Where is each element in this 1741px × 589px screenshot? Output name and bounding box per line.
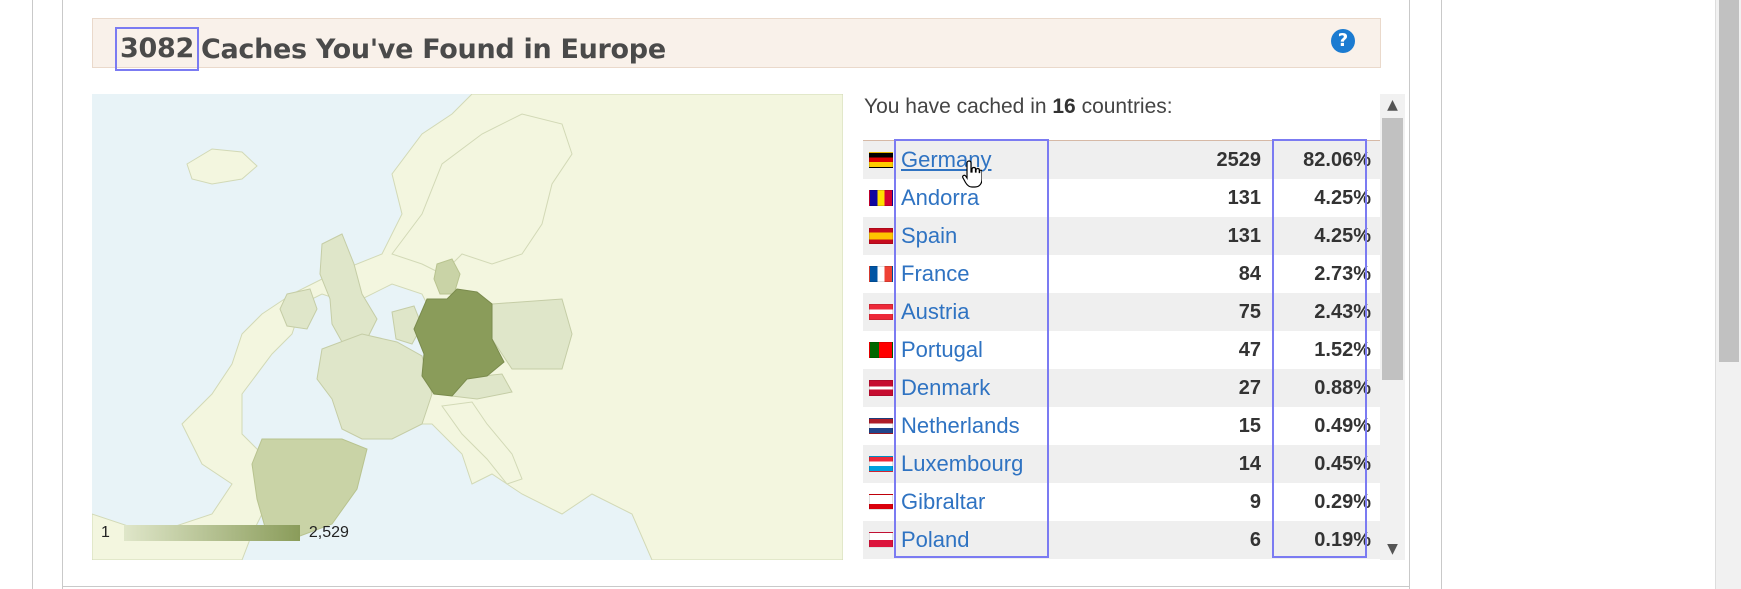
flag-nl-icon	[869, 418, 893, 434]
country-link[interactable]: Portugal	[901, 337, 983, 362]
table-row: Spain 131 4.25%	[863, 217, 1380, 255]
country-percent: 1.52%	[1314, 338, 1371, 361]
country-percent: 0.45%	[1314, 452, 1371, 475]
country-link[interactable]: Germany	[901, 147, 992, 172]
section-header: 3082 Caches You've Found in Europe ?	[92, 18, 1381, 71]
country-percent: 0.49%	[1314, 414, 1371, 437]
country-link[interactable]: France	[901, 261, 970, 286]
scroll-down-icon[interactable]: ▼	[1387, 541, 1398, 557]
country-link[interactable]: Spain	[901, 223, 958, 248]
table-row: Andorra 131 4.25%	[863, 179, 1380, 217]
content-border-left	[62, 0, 63, 589]
country-link[interactable]: Luxembourg	[901, 451, 1024, 476]
map-land-iceland	[186, 148, 258, 185]
country-percent: 0.19%	[1314, 528, 1371, 551]
country-cache-count: 131	[1227, 186, 1261, 209]
map-canvas	[92, 94, 843, 560]
country-cache-count: 15	[1238, 414, 1261, 437]
page-scrollbar-thumb[interactable]	[1719, 0, 1739, 362]
summary-count: 16	[1052, 95, 1076, 118]
help-icon[interactable]: ?	[1331, 29, 1355, 53]
flag-ad-icon	[869, 190, 893, 206]
table-row: France 84 2.73%	[863, 255, 1380, 293]
europe-map: 1 2,529	[92, 94, 843, 560]
country-percent: 2.73%	[1314, 262, 1371, 285]
scroll-up-icon[interactable]: ▲	[1387, 97, 1398, 113]
country-cache-count: 27	[1238, 376, 1261, 399]
right-column-border	[1441, 0, 1442, 589]
countries-summary: You have cached in 16 countries:	[864, 94, 1173, 140]
country-cache-count: 2529	[1216, 148, 1262, 171]
flag-at-icon	[869, 304, 893, 320]
content-bottom-border	[62, 586, 1410, 587]
country-link[interactable]: Poland	[901, 527, 970, 552]
flag-de-icon	[869, 152, 893, 168]
summary-prefix: You have cached in	[864, 95, 1053, 118]
table-row: Austria 75 2.43%	[863, 293, 1380, 331]
legend-min: 1	[101, 524, 110, 541]
country-percent: 4.25%	[1314, 186, 1371, 209]
flag-dk-icon	[869, 380, 893, 396]
map-land-italy	[441, 401, 523, 485]
country-cache-count: 84	[1238, 262, 1261, 285]
country-cache-count: 6	[1249, 528, 1261, 551]
page-scrollbar[interactable]	[1715, 0, 1741, 589]
table-row: Netherlands 15 0.49%	[863, 407, 1380, 445]
map-land-iberia	[251, 438, 368, 540]
table-row: Germany 2529 82.06%	[863, 141, 1380, 179]
table-row: Portugal 47 1.52%	[863, 331, 1380, 369]
country-link[interactable]: Denmark	[901, 375, 991, 400]
hand-cursor-icon	[962, 160, 982, 188]
flag-pt-icon	[869, 342, 893, 358]
country-link[interactable]: Netherlands	[901, 413, 1020, 438]
country-cache-count: 14	[1238, 452, 1261, 475]
country-percent: 0.29%	[1314, 490, 1371, 513]
country-list-panel: You have cached in 16 countries: Germany…	[863, 94, 1405, 560]
country-link[interactable]: Gibraltar	[901, 489, 986, 514]
country-table: Germany 2529 82.06% Andorra 131 4.25% Spain 131…	[863, 140, 1380, 559]
page-title: 3082 Caches You've Found in Europe	[115, 27, 666, 72]
country-link[interactable]: Andorra	[901, 185, 980, 210]
legend-gradient	[123, 525, 300, 541]
table-row: Poland 6 0.19%	[863, 521, 1380, 559]
flag-es-icon	[869, 228, 893, 244]
country-percent: 0.88%	[1314, 376, 1371, 399]
country-cache-count: 131	[1227, 224, 1261, 247]
map-land-france	[316, 333, 433, 440]
country-cache-count: 75	[1238, 300, 1261, 323]
flag-lu-icon	[869, 456, 893, 472]
legend-max: 2,529	[308, 524, 349, 541]
map-land-ireland	[279, 288, 318, 330]
country-link[interactable]: Austria	[901, 299, 970, 324]
table-row: Gibraltar 9 0.29%	[863, 483, 1380, 521]
map-land-germany	[413, 288, 505, 397]
country-cache-count: 9	[1249, 490, 1261, 513]
flag-pl-icon	[869, 532, 893, 548]
content-border-right	[1409, 0, 1410, 589]
flag-fr-icon	[869, 266, 893, 282]
title-text: Caches You've Found in Europe	[200, 34, 666, 65]
table-row: Denmark 27 0.88%	[863, 369, 1380, 407]
country-cache-count: 47	[1238, 338, 1261, 361]
summary-suffix: countries:	[1075, 95, 1173, 118]
left-margin-panel	[0, 0, 33, 589]
country-percent: 82.06%	[1303, 148, 1371, 171]
table-row: Luxembourg 14 0.45%	[863, 445, 1380, 483]
map-legend: 1 2,529	[101, 523, 349, 543]
country-list-scroll-thumb[interactable]	[1382, 118, 1403, 380]
country-list-scrollbar[interactable]: ▲ ▼	[1380, 94, 1405, 560]
found-count: 3082	[115, 27, 199, 71]
flag-gi-icon	[869, 494, 893, 510]
country-percent: 4.25%	[1314, 224, 1371, 247]
country-percent: 2.43%	[1314, 300, 1371, 323]
